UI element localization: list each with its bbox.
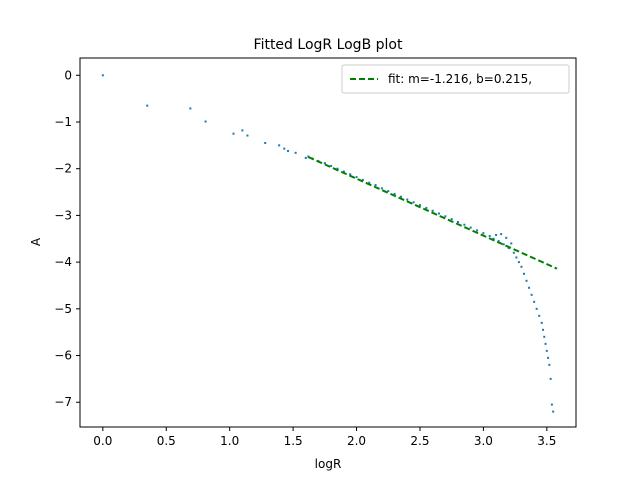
data-point — [495, 234, 498, 237]
data-point — [355, 176, 358, 179]
x-tick-label: 0.5 — [157, 434, 176, 448]
data-point — [542, 328, 545, 331]
data-point — [552, 410, 555, 413]
data-point — [540, 321, 543, 324]
data-point — [431, 209, 434, 212]
data-point — [550, 403, 553, 406]
legend-box — [341, 64, 570, 94]
data-point — [444, 215, 447, 218]
data-point — [497, 240, 500, 243]
data-point — [533, 300, 536, 303]
data-point — [450, 218, 453, 221]
x-tick-label: 2.0 — [347, 434, 366, 448]
data-point — [304, 156, 307, 159]
data-point — [387, 190, 390, 193]
data-point — [425, 206, 428, 209]
data-point — [500, 233, 503, 236]
data-point — [482, 232, 485, 235]
data-point — [204, 120, 207, 123]
data-point — [342, 170, 345, 173]
data-point — [528, 286, 531, 289]
data-point — [349, 173, 352, 176]
y-tick-label: −6 — [54, 349, 72, 363]
data-point — [368, 181, 371, 184]
data-point — [510, 242, 513, 245]
data-point — [549, 377, 552, 380]
x-tick-label: 2.5 — [410, 434, 429, 448]
x-tick-label: 1.5 — [284, 434, 303, 448]
data-point — [307, 155, 310, 158]
data-point — [520, 265, 523, 268]
data-point — [488, 234, 491, 237]
data-point — [548, 363, 551, 366]
x-axis: 0.0 0.5 1.0 1.5 2.0 2.5 3.0 3.5 — [93, 427, 556, 448]
data-point — [544, 342, 547, 345]
data-point — [522, 272, 525, 275]
fit-line — [307, 156, 558, 270]
chart-title: Fitted LogR LogB plot — [254, 37, 403, 53]
data-point — [469, 226, 472, 229]
data-point — [241, 129, 244, 132]
data-point — [374, 184, 377, 187]
x-tick-label: 0.0 — [93, 434, 112, 448]
data-point — [330, 164, 333, 167]
y-tick-label: −5 — [54, 302, 72, 316]
data-point — [545, 349, 548, 352]
y-tick-label: −1 — [54, 115, 72, 129]
data-point — [101, 74, 104, 77]
data-point — [517, 261, 520, 264]
x-tick-label: 1.0 — [220, 434, 239, 448]
data-point — [547, 356, 550, 359]
data-point — [515, 256, 518, 259]
data-point — [457, 220, 460, 223]
axes-frame — [79, 57, 577, 428]
data-point — [294, 151, 297, 154]
x-tick-label: 3.0 — [474, 434, 493, 448]
data-point — [287, 149, 290, 152]
data-point — [232, 132, 235, 135]
data-point — [437, 212, 440, 215]
data-point — [525, 279, 528, 282]
data-point — [146, 104, 149, 107]
data-point — [406, 198, 409, 201]
data-point — [476, 229, 479, 232]
data-point — [361, 178, 364, 181]
data-point — [492, 237, 495, 240]
data-point — [502, 243, 505, 246]
data-point — [283, 147, 286, 150]
data-point — [399, 195, 402, 198]
data-point — [543, 335, 546, 338]
data-point — [323, 162, 326, 165]
legend: fit: m=-1.216, b=0.215, — [341, 64, 570, 94]
y-axis: 0 −1 −2 −3 −4 −5 −6 −7 — [54, 68, 80, 409]
data-point — [538, 314, 541, 317]
y-tick-label: −7 — [54, 395, 72, 409]
data-point — [380, 187, 383, 190]
data-point — [535, 307, 538, 310]
data-point — [246, 134, 249, 137]
data-point — [412, 201, 415, 204]
plot-area — [101, 74, 558, 413]
data-point — [336, 167, 339, 170]
data-point — [463, 223, 466, 226]
data-point — [278, 144, 281, 147]
x-axis-title: logR — [315, 457, 342, 471]
y-axis-title: A — [29, 237, 43, 246]
data-point — [264, 142, 267, 145]
x-tick-label: 3.5 — [537, 434, 556, 448]
y-tick-label: −4 — [54, 255, 72, 269]
data-point — [505, 236, 508, 239]
y-tick-label: −2 — [54, 162, 72, 176]
data-point — [418, 204, 421, 207]
y-tick-label: 0 — [64, 68, 72, 82]
data-point — [189, 107, 192, 110]
data-point — [530, 293, 533, 296]
legend-label-fit: fit: m=-1.216, b=0.215, — [388, 72, 532, 86]
y-tick-label: −3 — [54, 208, 72, 222]
data-point — [393, 192, 396, 195]
data-point — [512, 251, 515, 254]
